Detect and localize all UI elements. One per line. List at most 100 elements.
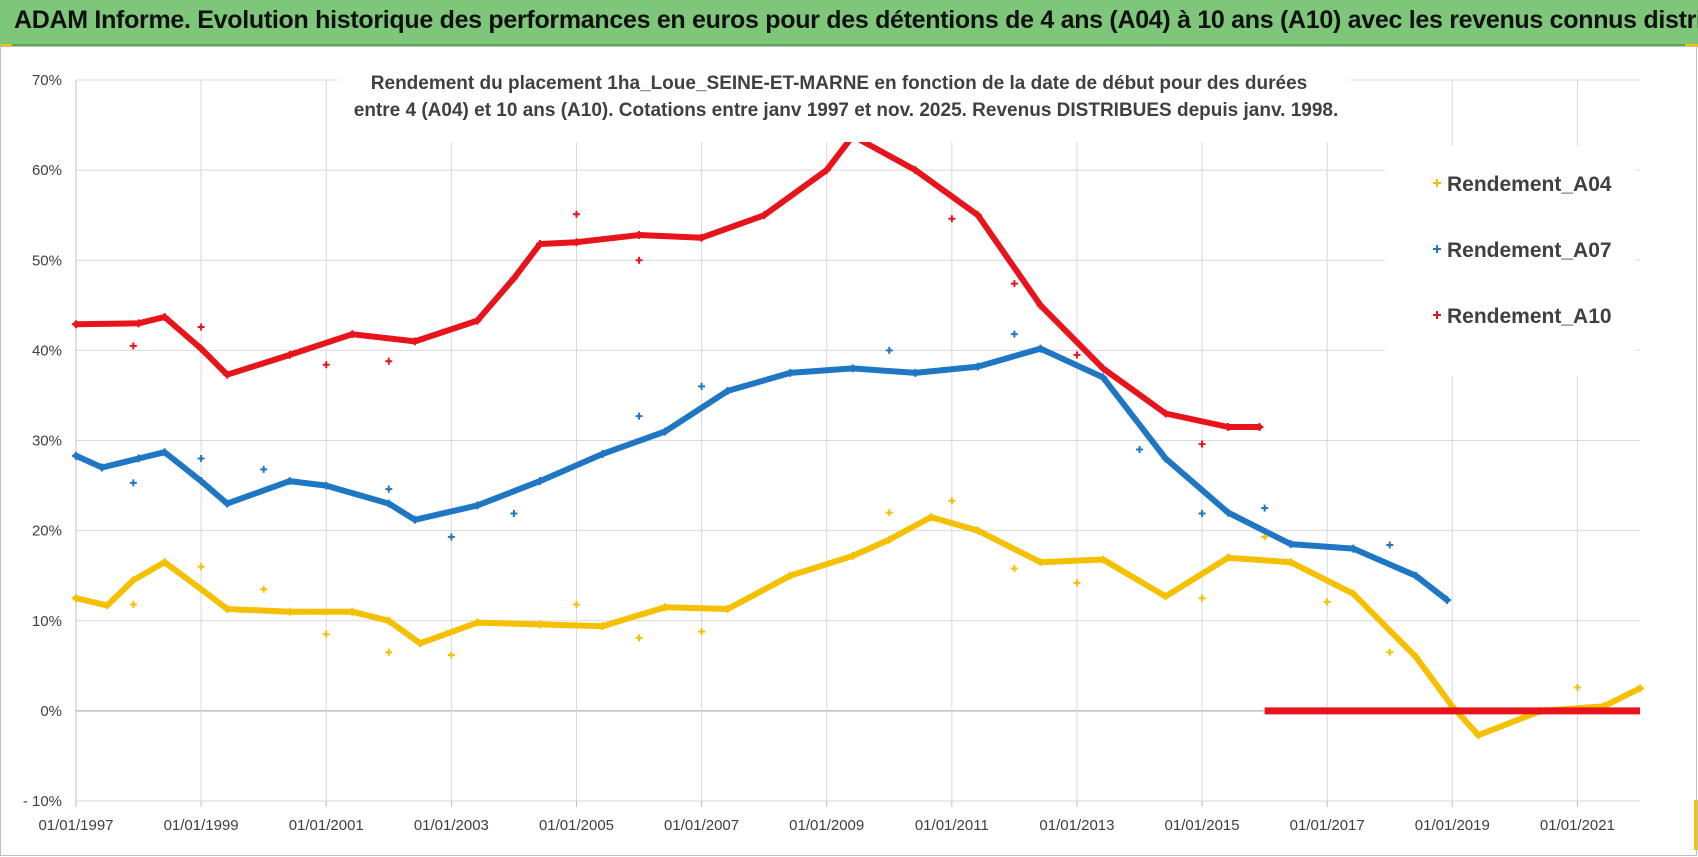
y-tick-label: 50% — [32, 252, 62, 269]
outlier-point — [1198, 594, 1206, 602]
data-point — [911, 368, 920, 377]
series-Rendement_A07 — [72, 330, 1452, 605]
data-point — [786, 571, 795, 580]
legend-marker — [1433, 311, 1441, 319]
data-point — [926, 513, 935, 522]
outlier-point — [885, 509, 893, 517]
data-point — [322, 481, 331, 490]
chart-canvas: 70%60%50%40%30%20%10%0%- 10% 01/01/1997 0… — [23, 62, 1644, 834]
data-point — [1036, 344, 1045, 353]
data-point — [384, 499, 393, 508]
data-point — [160, 313, 169, 322]
data-point — [1411, 652, 1420, 661]
data-point — [1161, 454, 1170, 463]
x-tick-label: 01/01/2013 — [1039, 817, 1114, 834]
data-point — [1636, 684, 1644, 693]
outlier-point — [1573, 683, 1581, 691]
data-point — [1443, 596, 1452, 605]
data-point — [285, 477, 294, 486]
data-point — [1286, 540, 1295, 549]
x-tick-label: 01/01/2021 — [1540, 817, 1615, 834]
outlier-point — [1386, 541, 1394, 549]
data-point — [598, 450, 607, 459]
data-point — [1036, 301, 1045, 310]
x-tick-label: 01/01/2017 — [1290, 817, 1365, 834]
chart-frame — [0, 46, 1697, 856]
series-Rendement_A04 — [72, 497, 1644, 740]
data-point — [473, 618, 482, 627]
data-point — [535, 620, 544, 629]
x-tick-label: 01/01/2011 — [915, 817, 989, 834]
data-point — [697, 233, 706, 242]
data-point — [1224, 508, 1233, 517]
outlier-point — [1136, 446, 1144, 454]
outlier-point — [1073, 579, 1081, 587]
y-tick-label: 30% — [32, 433, 62, 450]
legend-background — [1385, 146, 1635, 376]
data-point — [72, 451, 80, 460]
outlier-point — [322, 630, 330, 638]
data-point — [973, 526, 982, 535]
data-point — [848, 551, 857, 560]
legend-marker — [1433, 245, 1441, 253]
outlier-point — [1323, 598, 1331, 606]
data-point — [160, 558, 169, 567]
outlier-point — [948, 215, 956, 223]
data-point — [223, 370, 232, 379]
outlier-point — [447, 651, 455, 659]
data-point — [103, 601, 112, 610]
data-point — [285, 350, 294, 359]
outlier-point — [1010, 564, 1018, 572]
outlier-point — [1261, 504, 1269, 512]
data-point — [1349, 544, 1358, 553]
data-point — [134, 319, 143, 328]
data-point — [72, 594, 80, 603]
outlier-point — [129, 342, 137, 350]
data-point — [822, 166, 831, 175]
y-tick-label: 70% — [32, 72, 62, 89]
data-point — [1255, 422, 1264, 431]
data-point — [1286, 558, 1295, 567]
data-point — [885, 535, 894, 544]
data-point — [98, 463, 107, 472]
data-point — [1161, 592, 1170, 601]
data-point — [1099, 364, 1108, 373]
legend-marker — [1433, 179, 1441, 187]
data-point — [786, 368, 795, 377]
data-point — [416, 639, 425, 648]
outlier-point — [572, 601, 580, 609]
data-point — [535, 477, 544, 486]
outlier-point — [260, 465, 268, 473]
series-line — [73, 132, 1263, 430]
header-banner: ADAM Informe. Evolution historique des p… — [0, 0, 1698, 46]
legend-label: Rendement_A07 — [1447, 239, 1612, 262]
x-tick-label: 01/01/2007 — [664, 817, 739, 834]
data-point — [410, 515, 419, 524]
legend-label: Rendement_A04 — [1447, 173, 1612, 196]
y-tick-label: 40% — [32, 342, 62, 359]
data-point — [1224, 553, 1233, 562]
data-point — [509, 274, 518, 283]
outlier-point — [1198, 440, 1206, 448]
data-point — [223, 605, 232, 614]
x-tick-label: 01/01/1999 — [164, 817, 239, 834]
y-tick-label: 20% — [32, 523, 62, 540]
outlier-point — [1073, 351, 1081, 359]
header-title: ADAM Informe. Evolution historique des p… — [14, 6, 1698, 34]
data-point — [1099, 373, 1108, 382]
chart-title-line-2: entre 4 (A04) et 10 ans (A10). Cotations… — [354, 100, 1338, 121]
outlier-point — [1010, 280, 1018, 288]
y-tick-label: 60% — [32, 162, 62, 179]
data-point — [911, 166, 920, 175]
data-point — [384, 616, 393, 625]
outlier-point — [447, 533, 455, 541]
data-point — [223, 499, 232, 508]
outlier-point — [322, 361, 330, 369]
y-tick-label: - 10% — [23, 793, 62, 810]
outlier-point — [197, 563, 205, 571]
data-point — [1411, 571, 1420, 580]
y-tick-label: 10% — [32, 613, 62, 630]
outlier-point — [129, 601, 137, 609]
series-line — [73, 514, 1643, 739]
outlier-point — [385, 485, 393, 493]
